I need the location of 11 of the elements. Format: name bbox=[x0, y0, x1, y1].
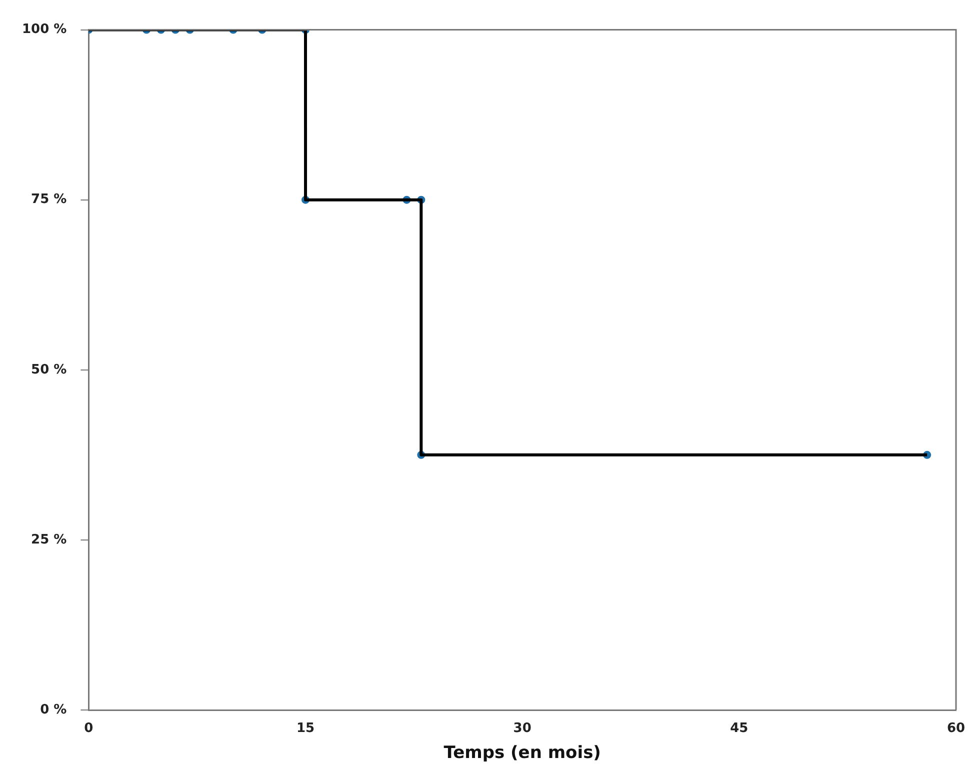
x-tick-label: 0 bbox=[84, 721, 94, 736]
y-tick-label: 0 % bbox=[40, 702, 67, 718]
y-tick-label: 100 % bbox=[22, 22, 67, 38]
x-axis-title: Temps (en mois) bbox=[444, 743, 601, 764]
y-tick-label: 25 % bbox=[31, 532, 67, 548]
y-tick-label: 50 % bbox=[31, 362, 67, 378]
x-tick-label: 45 bbox=[730, 721, 748, 736]
x-tick-label: 15 bbox=[296, 721, 315, 736]
x-tick-label: 60 bbox=[946, 721, 966, 736]
x-tick-label: 30 bbox=[513, 721, 532, 736]
y-tick-label: 75 % bbox=[31, 192, 67, 208]
